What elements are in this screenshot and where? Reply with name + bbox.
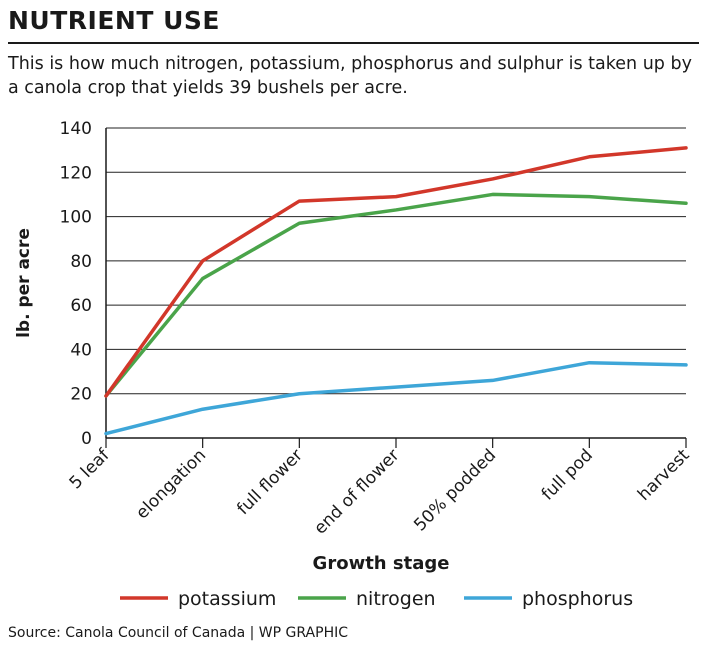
x-tick-label: full flower bbox=[233, 445, 307, 519]
y-tick-label: 120 bbox=[60, 163, 92, 183]
y-tick-label: 20 bbox=[70, 385, 92, 405]
x-tick-label: harvest bbox=[634, 445, 694, 505]
y-tick-label: 140 bbox=[60, 119, 92, 139]
y-tick-label: 60 bbox=[70, 296, 92, 316]
y-axis-title: lb. per acre bbox=[14, 228, 34, 338]
chart-subtitle: This is how much nitrogen, potassium, ph… bbox=[8, 54, 692, 98]
legend-label-nitrogen: nitrogen bbox=[356, 588, 436, 610]
y-tick-label: 80 bbox=[70, 252, 92, 272]
legend-label-potassium: potassium bbox=[178, 588, 276, 610]
chart-title: NUTRIENT USE bbox=[8, 6, 220, 35]
y-tick-label: 0 bbox=[81, 429, 92, 449]
x-tick-label: 50% podded bbox=[410, 445, 500, 535]
y-tick-label: 100 bbox=[60, 208, 92, 228]
series-line-potassium bbox=[104, 146, 688, 398]
source-credit: Source: Canola Council of Canada | WP GR… bbox=[8, 625, 349, 641]
x-axis-title: Growth stage bbox=[313, 553, 450, 574]
y-tick-label: 40 bbox=[70, 340, 92, 360]
x-tick-label: full pod bbox=[538, 445, 597, 504]
x-tick-label: 5 leaf bbox=[66, 445, 115, 494]
series-line-nitrogen bbox=[104, 192, 688, 398]
line-chart: 0 20 40 60 80 100 120 140 5 leaf elongation full f… bbox=[14, 119, 694, 610]
x-tick-label: end of flower bbox=[310, 445, 403, 538]
x-tick-label: elongation bbox=[132, 445, 210, 523]
title-rule bbox=[8, 42, 699, 44]
series-line-phosphorus bbox=[104, 360, 688, 436]
legend-label-phosphorus: phosphorus bbox=[522, 588, 633, 610]
